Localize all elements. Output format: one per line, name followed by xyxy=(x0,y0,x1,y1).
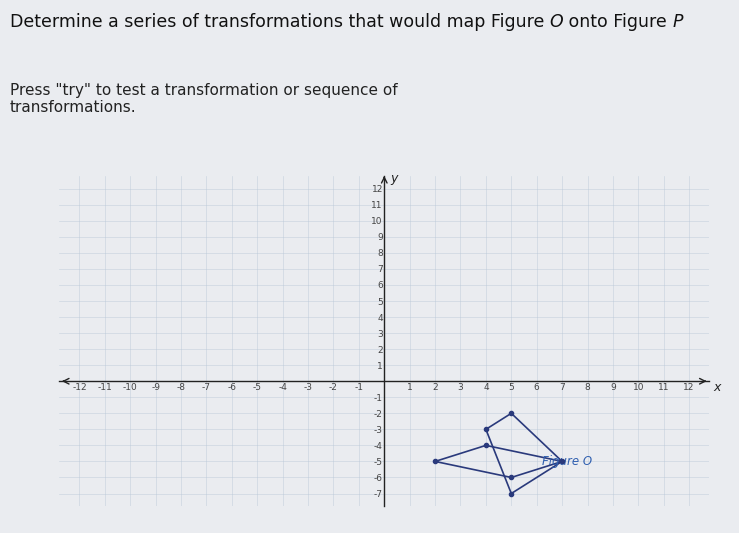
Text: x: x xyxy=(713,381,721,394)
Text: Figure O: Figure O xyxy=(542,455,592,467)
Text: Press "try" to test a transformation or sequence of
transformations.: Press "try" to test a transformation or … xyxy=(10,83,398,115)
Text: O: O xyxy=(550,13,563,31)
Text: y: y xyxy=(391,172,398,185)
Text: P: P xyxy=(672,13,683,31)
Text: Determine a series of transformations that would map Figure: Determine a series of transformations th… xyxy=(10,13,550,31)
Text: onto Figure: onto Figure xyxy=(563,13,672,31)
